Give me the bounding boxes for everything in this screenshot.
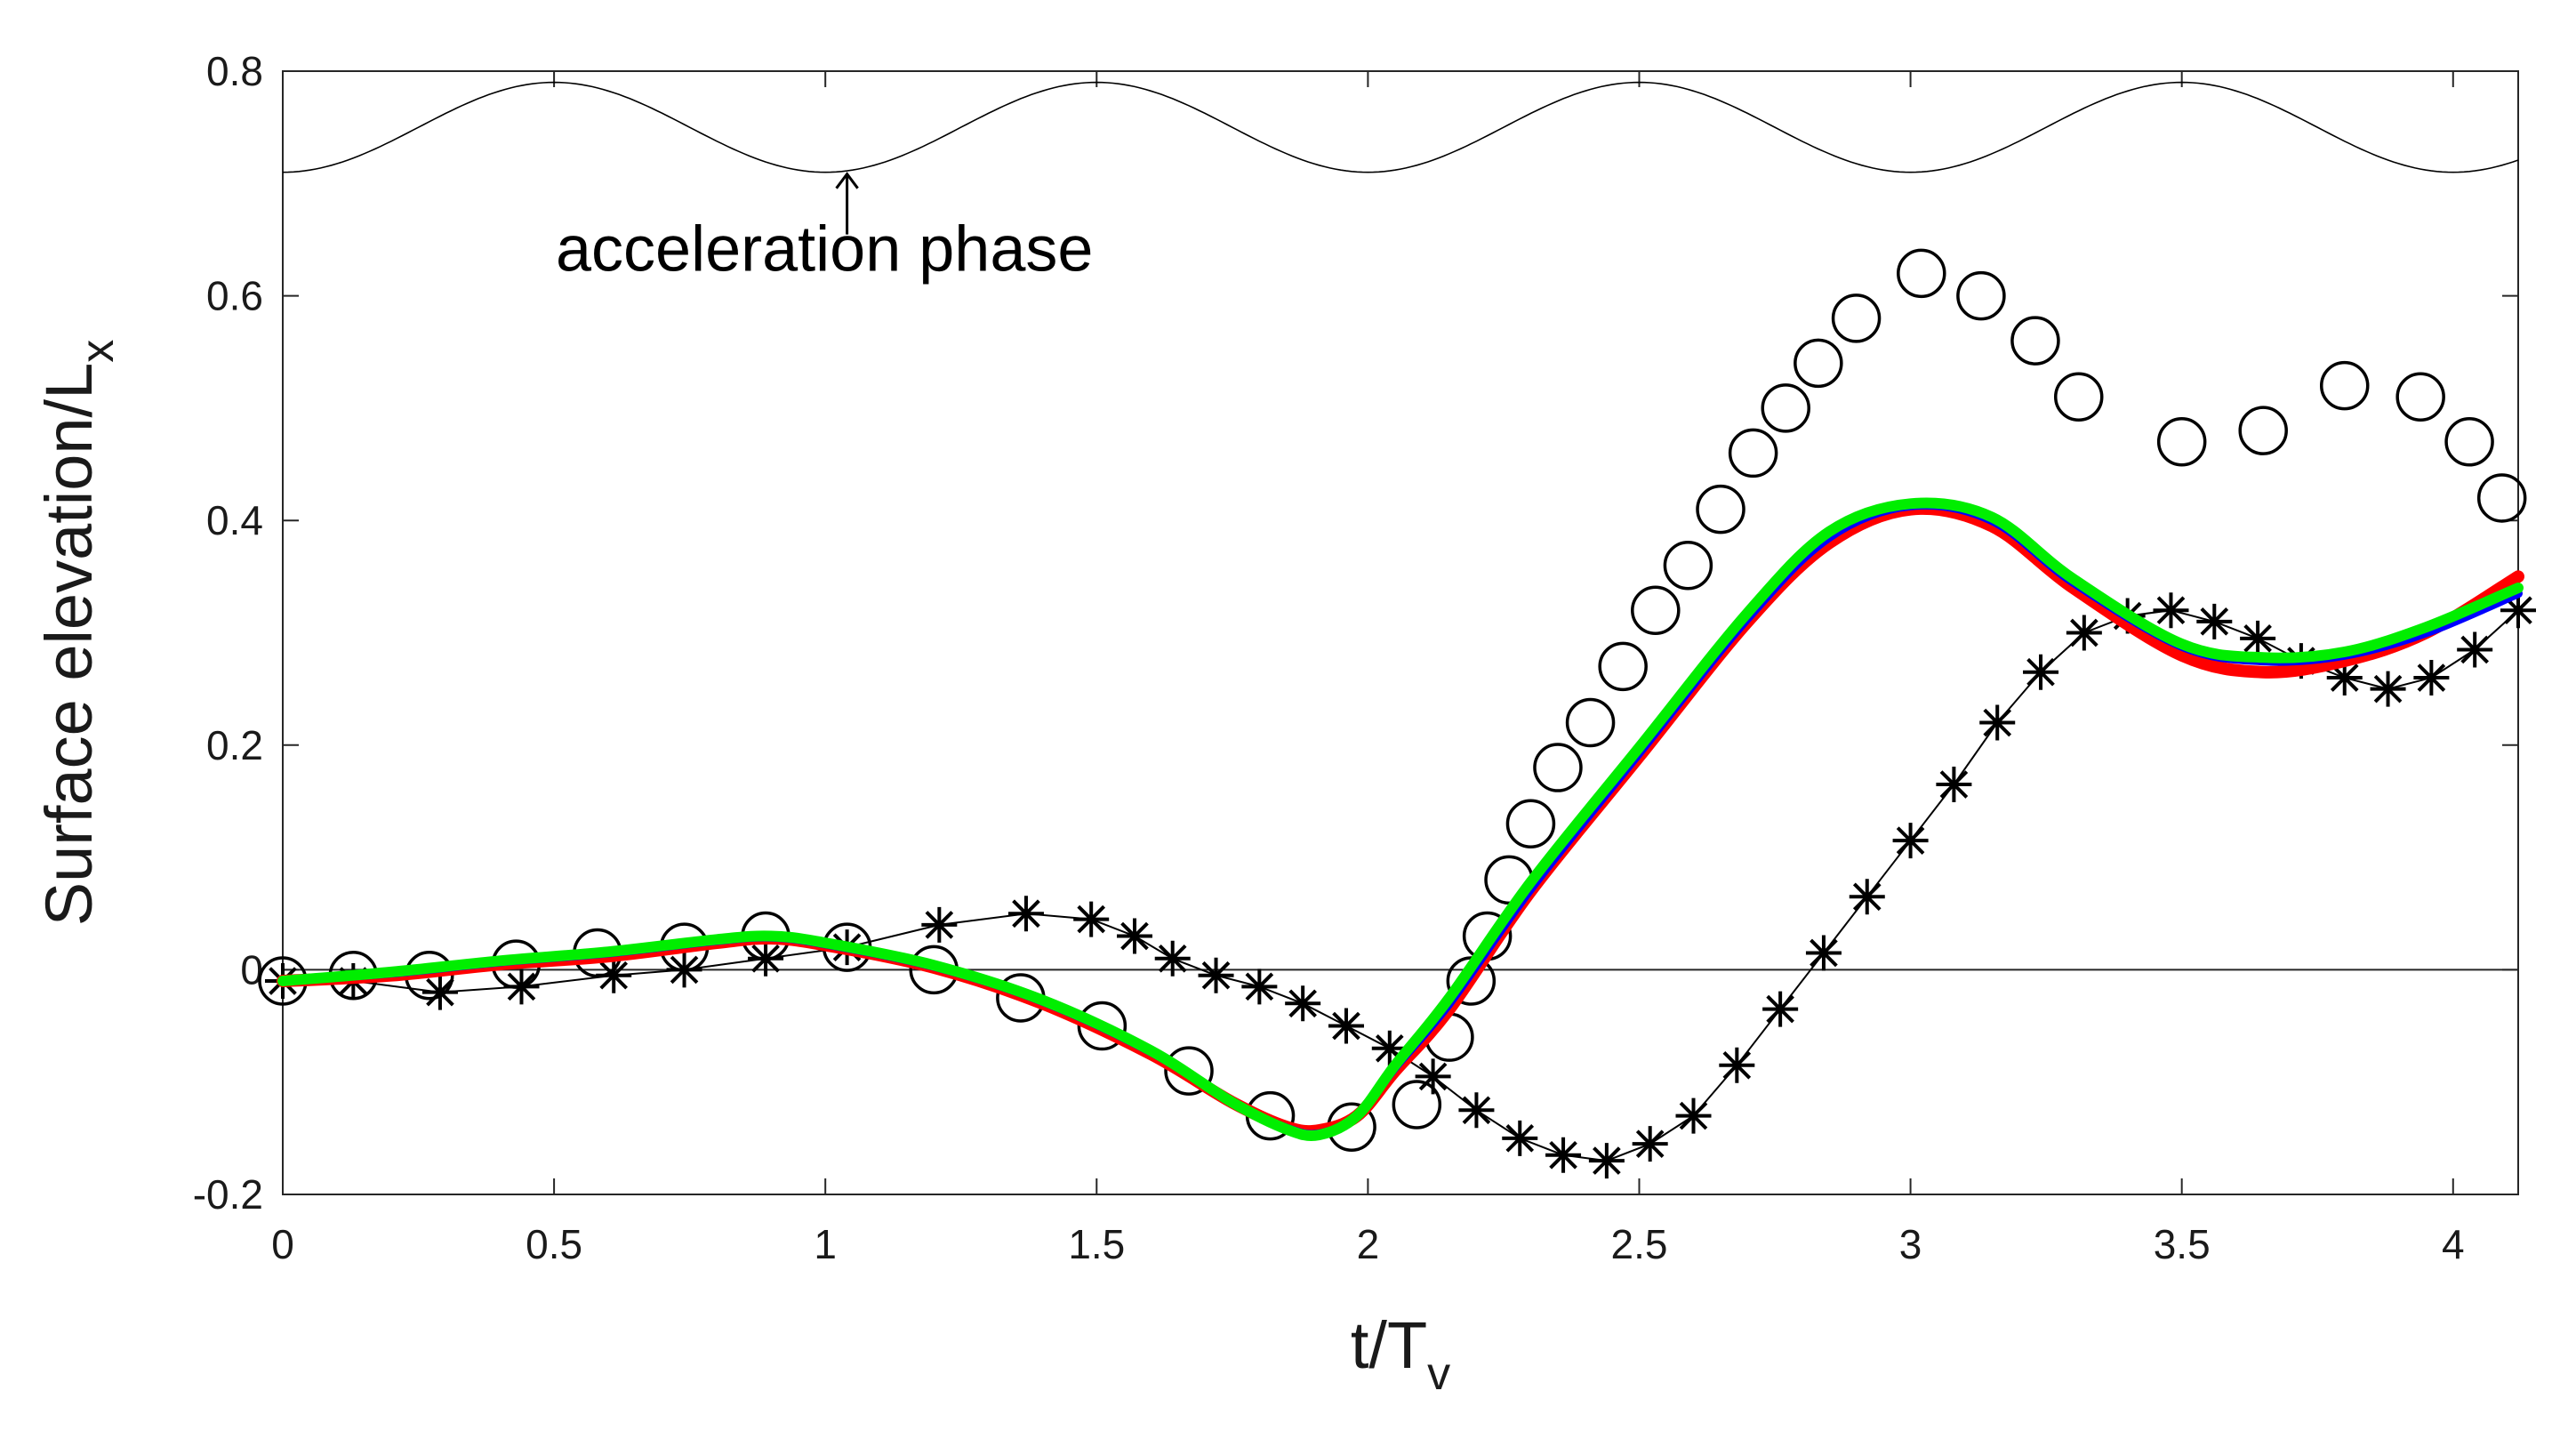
- asterisk-marker: [2413, 660, 2450, 696]
- asterisk-marker: [421, 974, 458, 1010]
- annotation-arrow-head: [835, 172, 859, 189]
- circle-marker: [1897, 248, 1946, 299]
- asterisk-marker: [1458, 1092, 1495, 1129]
- asterisk-marker: [2500, 592, 2536, 629]
- asterisk-marker: [2153, 592, 2189, 629]
- annotation-text: acceleration phase: [556, 214, 1093, 285]
- circle-marker: [1956, 270, 2006, 321]
- asterisk-marker: [2370, 671, 2406, 707]
- asterisk-marker: [1502, 1120, 1538, 1156]
- circle-marker: [1761, 383, 1810, 433]
- asterisk-marker: [1371, 1030, 1408, 1066]
- x-tick-label: 2: [1357, 1221, 1380, 1267]
- circle-marker: [1164, 1046, 1214, 1096]
- x-axis-label-main: t/T: [1351, 1308, 1427, 1382]
- green-series-line: [277, 497, 2524, 1142]
- y-axis-label-main: Surface elevation/L: [32, 363, 106, 927]
- y-tick-label: 0.4: [206, 497, 263, 543]
- asterisk-marker: [1285, 985, 1321, 1022]
- y-tick-label: 0.2: [206, 722, 263, 768]
- asterisk-marker: [1588, 1143, 1625, 1179]
- circle-marker: [2053, 372, 2104, 422]
- asterisk-marker: [1198, 957, 1234, 993]
- asterisk-marker: [1892, 823, 1929, 859]
- x-tick-label: 3: [1899, 1221, 1922, 1267]
- asterisk-marker: [1007, 896, 1044, 932]
- asterisk-marker: [1415, 1058, 1451, 1095]
- y-axis-label-sub: x: [72, 340, 124, 363]
- circle-marker: [1631, 585, 1681, 635]
- asterisk-marker: [2023, 654, 2059, 690]
- circle-marker: [2156, 417, 2207, 467]
- asterisk-marker: [2240, 620, 2276, 656]
- asterisk-marker: [921, 906, 958, 943]
- circle-marker: [2010, 316, 2060, 366]
- y-tick-label: -0.2: [193, 1171, 263, 1218]
- asterisk-marker: [1545, 1137, 1582, 1173]
- circle-marker: [1728, 428, 1778, 478]
- asterisk-marker: [2066, 615, 2102, 651]
- circle-marker: [2476, 473, 2527, 523]
- circle-marker: [1392, 1080, 1442, 1129]
- annotation: acceleration phase: [556, 172, 1093, 285]
- asterisk-marker: [2457, 631, 2493, 668]
- circle-marker: [1533, 743, 1583, 792]
- circle-marker: [2319, 360, 2370, 411]
- x-tick-label: 1.5: [1068, 1221, 1125, 1267]
- asterisk-marker: [1936, 767, 1972, 803]
- asterisk-marker: [2326, 660, 2363, 696]
- asterisk-marker: [1979, 704, 2016, 741]
- asterisk-marker: [1154, 940, 1191, 977]
- y-tick-label: 0.8: [206, 48, 263, 94]
- circle-marker: [1663, 540, 1713, 591]
- asterisk-marker: [1117, 918, 1152, 954]
- circle-marker: [1565, 697, 1616, 748]
- asterisk-series-line: [283, 609, 2519, 1162]
- circle-marker: [1794, 338, 1843, 389]
- asterisk-marker: [1849, 879, 1885, 915]
- x-axis-label-sub: v: [1427, 1348, 1450, 1400]
- x-axis-label: t/Tv: [1351, 1308, 1450, 1400]
- asterisk-marker: [2196, 603, 2233, 639]
- y-axis-label: Surface elevation/Lx: [32, 340, 124, 927]
- asterisk-marker: [1632, 1126, 1668, 1162]
- series-layer: [258, 81, 2536, 1179]
- circle-marker: [1598, 641, 1648, 692]
- asterisk-marker: [1719, 1047, 1755, 1083]
- x-tick-label: 4: [2442, 1221, 2465, 1267]
- asterisk-marker: [1328, 1008, 1364, 1044]
- acceleration-signal-line: [282, 81, 2519, 173]
- circle-marker: [2238, 406, 2288, 455]
- circle-marker: [1696, 484, 1745, 535]
- x-tick-label: 2.5: [1611, 1221, 1668, 1267]
- asterisk-marker: [1805, 935, 1842, 971]
- x-tick-label: 3.5: [2154, 1221, 2211, 1267]
- asterisk-marker: [1762, 991, 1799, 1027]
- asterisk-marker: [1675, 1097, 1712, 1134]
- circle-marker: [2444, 417, 2494, 467]
- x-tick-label: 1: [814, 1221, 837, 1267]
- circle-marker: [1831, 293, 1882, 343]
- circle-marker: [1077, 1001, 1128, 1051]
- asterisk-marker: [596, 957, 632, 993]
- x-tick-label: 0: [271, 1221, 294, 1267]
- x-axis-ticks: 0 0.5 1 1.5 2 2.5 3 3.5 4: [271, 71, 2465, 1267]
- circle-marker: [2395, 372, 2445, 422]
- y-tick-label: 0.6: [206, 273, 263, 319]
- asterisk-marker: [1241, 969, 1278, 1005]
- asterisk-marker: [1073, 901, 1110, 937]
- circle-marker: [1505, 799, 1556, 848]
- x-tick-label: 0.5: [526, 1221, 582, 1267]
